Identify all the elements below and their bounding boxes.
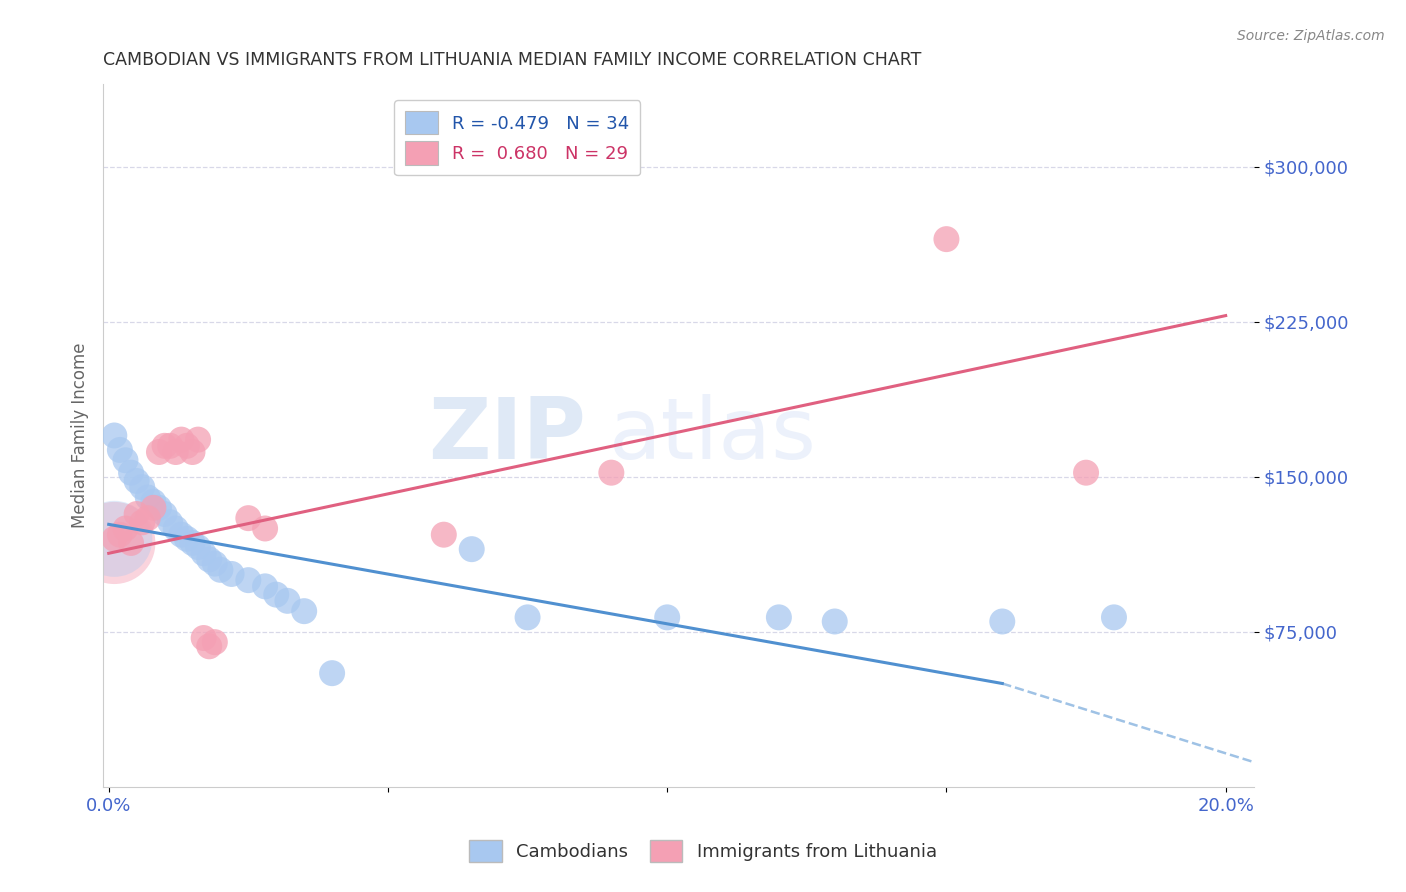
Point [159, 439, 181, 453]
Point [204, 635, 226, 649]
Point [165, 521, 187, 535]
Point [657, 610, 679, 624]
Point [433, 527, 456, 541]
Point [193, 631, 215, 645]
Point [276, 594, 298, 608]
Point [204, 557, 226, 571]
Point [103, 532, 125, 546]
Point [114, 453, 136, 467]
Point [153, 507, 176, 521]
Point [254, 521, 277, 535]
Point [148, 500, 170, 515]
Point [935, 232, 957, 246]
Text: CAMBODIAN VS IMMIGRANTS FROM LITHUANIA MEDIAN FAMILY INCOME CORRELATION CHART: CAMBODIAN VS IMMIGRANTS FROM LITHUANIA M… [103, 51, 921, 69]
Legend: R = -0.479   N = 34, R =  0.680   N = 29: R = -0.479 N = 34, R = 0.680 N = 29 [394, 100, 640, 176]
Point [153, 439, 176, 453]
Point [176, 532, 198, 546]
Point [264, 588, 287, 602]
Point [221, 566, 243, 581]
Point [181, 536, 204, 550]
Point [125, 507, 148, 521]
Point [1102, 610, 1125, 624]
Point [187, 540, 209, 554]
Point [321, 666, 343, 681]
Point [176, 439, 198, 453]
Point [198, 552, 221, 566]
Point [103, 532, 125, 546]
Point [142, 494, 165, 508]
Point [292, 604, 315, 618]
Text: Source: ZipAtlas.com: Source: ZipAtlas.com [1237, 29, 1385, 43]
Point [768, 610, 790, 624]
Point [461, 542, 484, 557]
Point [120, 466, 142, 480]
Point [991, 615, 1014, 629]
Point [193, 546, 215, 560]
Point [125, 474, 148, 488]
Point [108, 442, 131, 457]
Point [159, 516, 181, 530]
Point [136, 511, 159, 525]
Point [198, 640, 221, 654]
Point [142, 500, 165, 515]
Point [600, 466, 623, 480]
Point [120, 536, 142, 550]
Point [238, 573, 260, 587]
Point [181, 445, 204, 459]
Point [516, 610, 538, 624]
Point [103, 536, 125, 550]
Point [238, 511, 260, 525]
Point [170, 527, 193, 541]
Point [209, 563, 232, 577]
Point [131, 480, 153, 494]
Point [824, 615, 846, 629]
Text: ZIP: ZIP [429, 394, 586, 477]
Point [136, 491, 159, 505]
Y-axis label: Median Family Income: Median Family Income [72, 343, 89, 528]
Point [1074, 466, 1097, 480]
Point [108, 527, 131, 541]
Point [187, 433, 209, 447]
Point [131, 516, 153, 530]
Point [254, 579, 277, 593]
Point [148, 445, 170, 459]
Point [165, 445, 187, 459]
Point [114, 521, 136, 535]
Point [103, 428, 125, 442]
Legend: Cambodians, Immigrants from Lithuania: Cambodians, Immigrants from Lithuania [463, 833, 943, 870]
Point [170, 433, 193, 447]
Text: atlas: atlas [609, 394, 817, 477]
